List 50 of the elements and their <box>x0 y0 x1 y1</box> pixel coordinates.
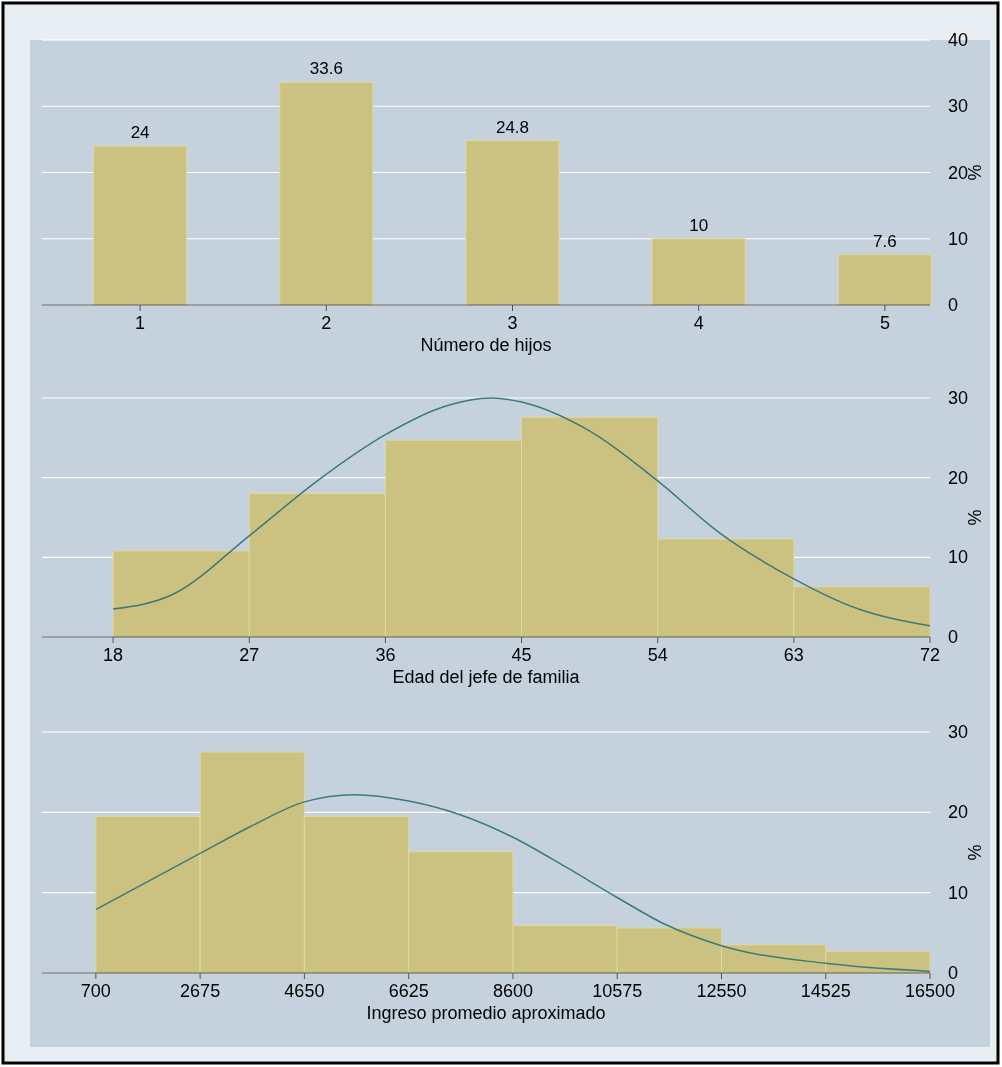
x-axis-title: Edad del jefe de familia <box>392 667 581 687</box>
y-tick-label: 10 <box>948 228 969 249</box>
y-tick-label: 30 <box>948 96 969 117</box>
y-tick-label: 30 <box>948 388 969 408</box>
x-tick-label: 2 <box>321 313 332 333</box>
data-label: 24.8 <box>495 117 530 137</box>
bar <box>837 254 932 306</box>
y-axis-title: % <box>964 509 984 526</box>
x-tick-label: 1 <box>135 313 146 333</box>
y-tick-label: 10 <box>948 547 969 568</box>
x-tick-label: 10575 <box>592 981 643 1001</box>
data-label: 33.6 <box>309 59 343 79</box>
data-label: 7.6 <box>873 231 897 251</box>
x-tick-label: 72 <box>919 645 941 665</box>
x-tick-label: 27 <box>239 645 260 665</box>
x-tick-label: 16500 <box>904 981 956 1001</box>
bar <box>279 81 374 306</box>
y-tick-label: 20 <box>948 802 969 823</box>
x-tick-label: 4650 <box>284 981 325 1001</box>
x-tick-label: 6625 <box>388 981 429 1001</box>
x-tick-label: 8600 <box>492 981 533 1001</box>
y-tick-label: 0 <box>948 627 959 647</box>
x-tick-label: 63 <box>783 645 804 665</box>
x-tick-label: 18 <box>103 645 124 665</box>
x-tick-label: 5 <box>879 313 890 333</box>
x-tick-label: 14525 <box>800 981 851 1001</box>
x-tick-label: 36 <box>375 645 396 665</box>
y-tick-label: 30 <box>948 722 969 742</box>
bar <box>93 145 188 306</box>
data-label: 24 <box>130 123 150 142</box>
x-tick-label: 700 <box>80 981 111 1001</box>
y-tick-label: 20 <box>948 467 969 488</box>
x-tick-label: 4 <box>693 313 704 333</box>
line-series <box>112 397 931 627</box>
x-axis-title: Ingreso promedio aproximado <box>366 1003 606 1023</box>
x-tick-label: 54 <box>647 645 668 665</box>
x-tick-label: 3 <box>507 313 518 333</box>
y-tick-label: 0 <box>948 963 959 983</box>
x-tick-label: 45 <box>511 645 532 665</box>
y-tick-label: 40 <box>948 30 969 50</box>
line-series <box>95 793 931 973</box>
y-tick-label: 10 <box>948 882 969 903</box>
y-tick-label: 0 <box>948 295 959 315</box>
x-tick-label: 2675 <box>180 981 221 1001</box>
data-label: 10 <box>689 215 709 235</box>
y-axis-title: % <box>964 844 984 861</box>
bar <box>651 238 746 306</box>
bar <box>465 140 560 306</box>
x-axis-title: Número de hijos <box>420 335 552 355</box>
x-tick-label: 12550 <box>696 981 747 1001</box>
